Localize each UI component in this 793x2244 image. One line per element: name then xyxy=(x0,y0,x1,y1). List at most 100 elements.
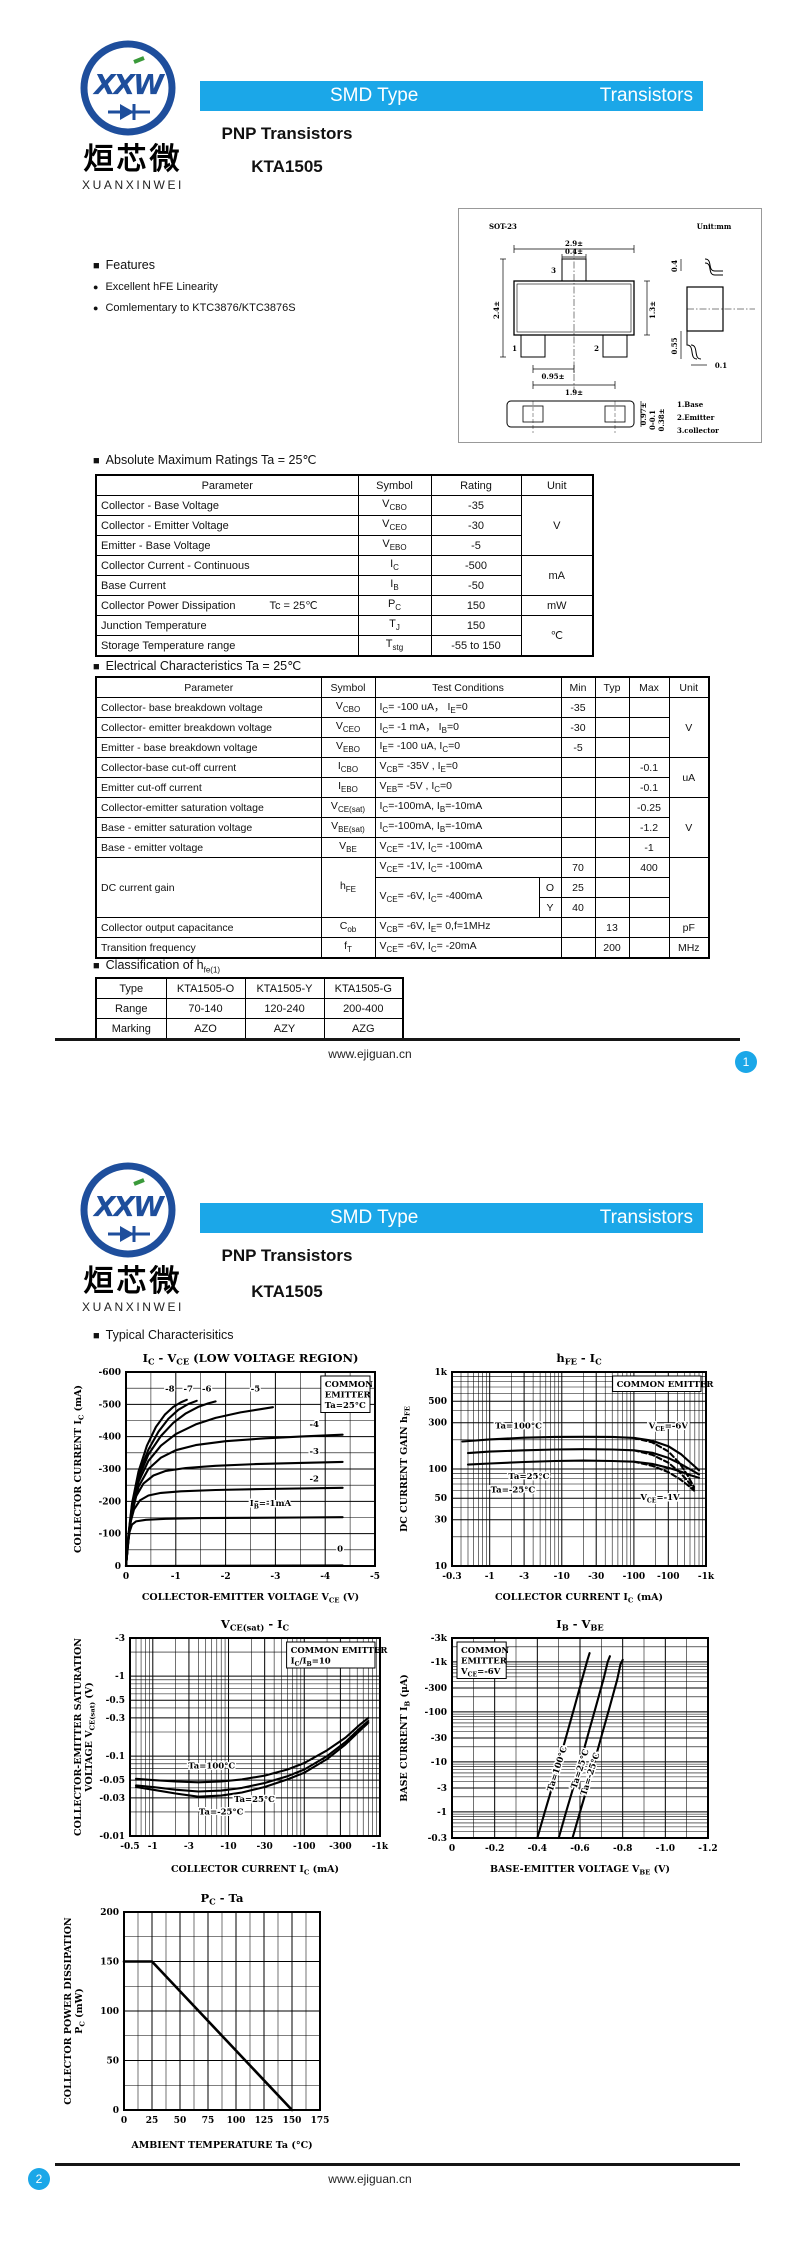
y-tick-label: -0.01 xyxy=(99,1832,125,1842)
part-number: KTA1505 xyxy=(251,157,323,176)
x-tick-label: 125 xyxy=(255,2116,274,2126)
svg-text:SOT-23: SOT-23 xyxy=(489,222,517,231)
amr-title: ■ Absolute Maximum Ratings Ta = 25℃ xyxy=(93,453,317,467)
banner-transistors: Transistors xyxy=(599,1207,693,1228)
table-cell: KTA1505-G xyxy=(323,977,404,999)
table-cell: 13 xyxy=(594,917,630,938)
table-cell: -30 xyxy=(560,717,596,738)
x-tick-label: -1 xyxy=(485,1572,495,1582)
table-cell: Parameter xyxy=(95,474,359,496)
curve-label: Ta=100°C xyxy=(188,1761,235,1771)
footer-url: www.ejiguan.cn xyxy=(328,1047,412,1061)
x-tick-label: 0 xyxy=(121,2116,127,2126)
series-Ta=25C VCE=-1V xyxy=(632,1449,695,1491)
table-cell xyxy=(560,917,596,938)
table-cell xyxy=(628,877,670,898)
table-cell xyxy=(594,817,630,838)
y-axis-label: COLLECTOR CURRENT IC (mA) xyxy=(73,1385,86,1553)
table-row: Collector Current - Continuous IC -500 mA xyxy=(95,555,594,596)
table-cell: 70-140 xyxy=(165,998,246,1019)
table-cell: ICBO xyxy=(320,757,376,778)
curve-label: -6 xyxy=(202,1384,212,1394)
table-cell: Emitter - base breakdown voltage xyxy=(95,737,322,758)
table-cell: hFE xyxy=(320,857,376,918)
svg-text:1.3±: 1.3± xyxy=(648,301,657,319)
series-Ta=-25C xyxy=(134,1721,370,1798)
electrical-characteristics: Parameter Symbol Test Conditions Min Typ Max U… xyxy=(95,676,711,959)
table-cell: AZO xyxy=(165,1018,246,1040)
absolute-maximum-ratings-table: Parameter Symbol Rating Unit Collector - Bas… xyxy=(95,474,594,657)
table-cell xyxy=(560,757,596,778)
table-cell: KTA1505-O xyxy=(165,977,246,999)
x-tick-label: -0.6 xyxy=(570,1844,589,1854)
series-IB=0 xyxy=(124,1564,344,1568)
curve-label: -5 xyxy=(251,1384,261,1394)
y-axis-label: DC CURRENT GAIN hFE xyxy=(399,1406,412,1532)
table-cell: Collector-base cut-off current xyxy=(95,757,322,778)
table-cell xyxy=(594,737,630,758)
table-row: Collector output capacitance Cob VCB= -6V,… xyxy=(95,917,710,938)
curve-label: -8 xyxy=(165,1384,175,1394)
table-cell xyxy=(560,937,596,959)
y-tick-label: -400 xyxy=(98,1433,121,1443)
table-row: Junction Temperature TJ 150 ℃ xyxy=(95,615,594,657)
curve-label: VCE=-6V xyxy=(648,1421,689,1433)
table-cell: -0.1 xyxy=(628,757,670,778)
chart-ic-vce: 0 -1 -2 -3 -4 -5 0 -100 -200 -300 -400 -500 -600 -8 -7… xyxy=(72,1350,387,1611)
x-tick-label: 0 xyxy=(449,1844,455,1854)
table-row: VCE= -6V, IC= -400mA O 25 xyxy=(96,877,709,918)
x-tick-label: -1 xyxy=(148,1842,158,1852)
x-axis-label: BASE-EMITTER VOLTAGE VBE (V) xyxy=(490,1864,670,1877)
table-cell xyxy=(560,797,596,818)
x-tick-label: -10 xyxy=(554,1572,570,1582)
xxw-logo-svg: XXW xyxy=(80,1162,176,1258)
doc-subtitle: PNP Transistors xyxy=(221,124,353,143)
curve-label: Ta=25°C xyxy=(508,1472,549,1482)
bullet-icon: ● xyxy=(93,282,99,292)
chart-hfe-ic: -0.3 -1 -3 -10 -30 -100 -100 -1k 10 30 50 100 300 500… xyxy=(398,1350,718,1611)
y-tick-label: 50 xyxy=(434,1494,447,1504)
footer-rule xyxy=(55,1038,740,1041)
table-cell: IC= -100 uA， IE=0 xyxy=(374,697,562,718)
table-cell: Marking xyxy=(95,1018,167,1040)
svg-text:1.9±: 1.9± xyxy=(565,388,583,397)
table-cell: Typ xyxy=(594,676,630,698)
svg-text:2.4±: 2.4± xyxy=(492,301,501,319)
y-tick-label: 150 xyxy=(100,1958,119,1968)
x-tick-label: -1.0 xyxy=(656,1844,675,1854)
y-axis-label: COLLECTOR POWER DISSIPATION xyxy=(63,1917,74,2105)
table-cell: Collector Current - Continuous xyxy=(95,555,359,576)
table-row: Range 70-140 120-240 200-400 xyxy=(95,998,404,1019)
table-cell xyxy=(594,757,630,778)
y-axis-label: COLLECTOR-EMITTER SATURATION xyxy=(73,1638,84,1836)
table-cell: KTA1505-Y xyxy=(244,977,325,999)
company-name-en: XUANXINWEI xyxy=(81,178,184,192)
table-cell: -1 xyxy=(628,837,670,858)
grid xyxy=(123,1911,321,2111)
series-Ta=25C xyxy=(134,1719,370,1793)
chart-svg-ic-vce: 0 -1 -2 -3 -4 -5 0 -100 -200 -300 -400 -500 -600 -8 -7… xyxy=(73,1351,380,1605)
table-row: Marking AZO AZY AZG xyxy=(95,1018,404,1040)
note-box xyxy=(612,1375,702,1392)
y-tick-label: 1k xyxy=(435,1368,448,1378)
section-marker-icon: ■ xyxy=(93,661,100,673)
table-cell: AZG xyxy=(323,1018,404,1040)
table-cell: VCE= -6V, IC= -400mA xyxy=(374,877,540,918)
x-axis-label: COLLECTOR CURRENT IC (mA) xyxy=(171,1864,339,1877)
table-cell: 200-400 xyxy=(323,998,404,1019)
note-line: EMITTER xyxy=(325,1391,372,1401)
y-tick-label: -300 xyxy=(424,1684,447,1694)
y-tick-label: -0.3 xyxy=(428,1834,447,1844)
table-cell: 25 xyxy=(560,877,596,898)
table-cell xyxy=(668,857,710,918)
table-cell xyxy=(628,897,670,918)
chart-ib-vbe: 0 -0.2 -0.4 -0.6 -0.8 -1.0 -1.2 -0.3 -1 -3 -10 -30 -… xyxy=(398,1616,720,1883)
x-tick-label: -3 xyxy=(270,1572,280,1582)
x-tick-label: -3 xyxy=(519,1572,529,1582)
note-line: COMMON xyxy=(325,1380,373,1390)
series-Ta=100C xyxy=(134,1716,370,1784)
grid xyxy=(451,1371,707,1567)
note-box xyxy=(456,1641,507,1679)
curve-label: -4 xyxy=(310,1420,320,1430)
table-cell: fT xyxy=(320,937,376,959)
